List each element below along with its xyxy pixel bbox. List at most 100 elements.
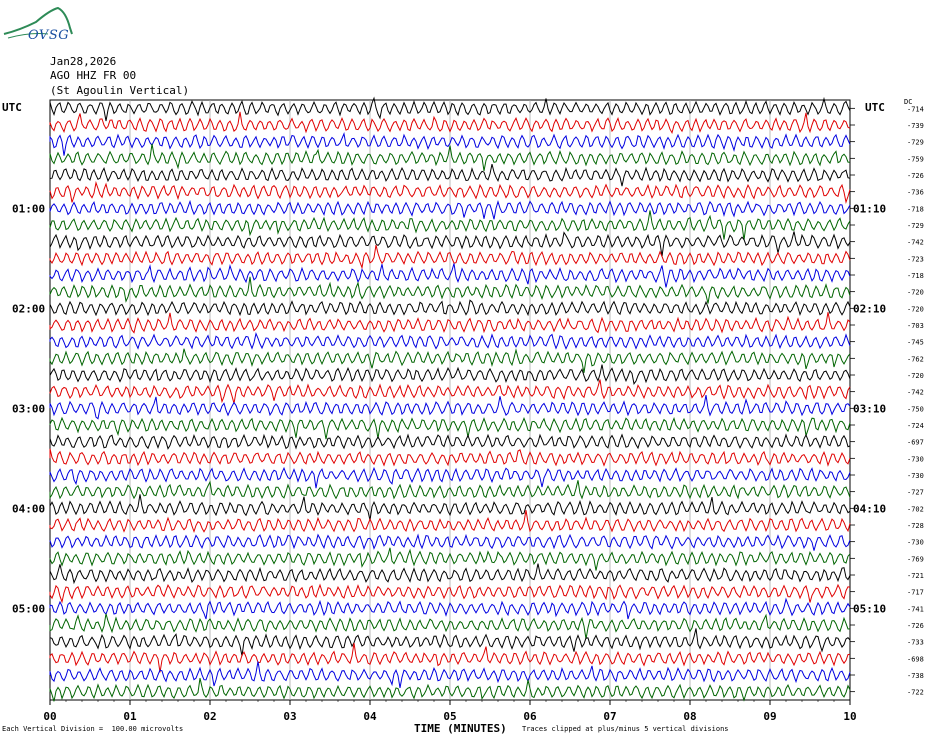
trace-line bbox=[49, 395, 851, 420]
trace-line bbox=[49, 416, 851, 440]
dc-offset-label: -742 bbox=[907, 239, 924, 247]
dc-offset-label: -702 bbox=[907, 505, 924, 513]
left-time-label: 01:00 bbox=[12, 202, 45, 215]
dc-offset-label: -722 bbox=[907, 689, 924, 697]
trace-line bbox=[49, 111, 851, 134]
x-tick-label: 02 bbox=[203, 710, 216, 723]
x-tick-label: 03 bbox=[283, 710, 296, 723]
plot-date: Jan28,2026 bbox=[50, 55, 117, 68]
trace-line bbox=[49, 312, 851, 334]
right-time-label: 05:10 bbox=[853, 602, 886, 615]
dc-offset-label: -733 bbox=[907, 639, 924, 647]
dc-offset-label: -717 bbox=[907, 589, 924, 597]
trace-line bbox=[49, 433, 851, 450]
trace-line bbox=[49, 677, 851, 702]
dc-offset-label: -720 bbox=[907, 372, 924, 380]
trace-line bbox=[49, 563, 851, 585]
trace-line bbox=[49, 613, 851, 639]
dc-offset-label: -739 bbox=[907, 122, 924, 130]
dc-offset-label: -720 bbox=[907, 289, 924, 297]
logo-text: OVSG bbox=[28, 28, 70, 43]
trace-line bbox=[49, 132, 851, 156]
trace-line bbox=[49, 448, 851, 467]
dc-label: DC bbox=[904, 98, 913, 106]
trace-line bbox=[49, 299, 851, 317]
dc-offset-label: -769 bbox=[907, 555, 924, 563]
trace-line bbox=[49, 643, 851, 673]
x-tick-label: 06 bbox=[523, 710, 537, 723]
dc-offset-label: -720 bbox=[907, 305, 924, 313]
dc-offset-label: -730 bbox=[907, 455, 924, 463]
clipping-note: Traces clipped at plus/minus 5 vertical … bbox=[522, 725, 729, 733]
dc-offset-label: -724 bbox=[907, 422, 924, 430]
dc-offset-label: -745 bbox=[907, 339, 924, 347]
x-tick-label: 10 bbox=[843, 710, 856, 723]
x-tick-label: 04 bbox=[363, 710, 377, 723]
right-time-label: 01:10 bbox=[853, 202, 886, 215]
x-axis-title: TIME (MINUTES) bbox=[414, 722, 507, 735]
trace-line bbox=[49, 480, 851, 500]
dc-offset-label: -723 bbox=[907, 255, 924, 263]
dc-offset-label: -697 bbox=[907, 439, 924, 447]
dc-offset-label: -729 bbox=[907, 222, 924, 230]
vertical-division-note: Each Vertical Division = 100.00 microvol… bbox=[2, 725, 184, 733]
dc-offset-label: -703 bbox=[907, 322, 924, 330]
left-time-label: 02:00 bbox=[12, 302, 45, 315]
left-time-label: 03:00 bbox=[12, 402, 45, 415]
dc-offset-label: -721 bbox=[907, 572, 924, 580]
trace-line bbox=[49, 244, 851, 270]
station-code: AGO HHZ FR 00 bbox=[50, 69, 137, 82]
dc-offset-label: -762 bbox=[907, 355, 924, 363]
dc-offset-label: -738 bbox=[907, 672, 924, 680]
dc-offset-label: -736 bbox=[907, 189, 924, 197]
dc-offset-label: -742 bbox=[907, 389, 924, 397]
trace-line bbox=[49, 276, 851, 304]
x-tick-label: 00 bbox=[43, 710, 56, 723]
dc-offset-label: -718 bbox=[907, 272, 924, 280]
dc-offset-label: -728 bbox=[907, 522, 924, 530]
trace-line bbox=[49, 533, 851, 551]
x-tick-label: 05 bbox=[443, 710, 456, 723]
trace-line bbox=[49, 143, 851, 171]
dc-offset-label: -730 bbox=[907, 472, 924, 480]
x-tick-label: 01 bbox=[123, 710, 137, 723]
dc-offset-label: -759 bbox=[907, 155, 924, 163]
trace-line bbox=[49, 628, 851, 657]
dc-offset-label: -741 bbox=[907, 605, 924, 613]
x-tick-label: 08 bbox=[683, 710, 696, 723]
trace-line bbox=[49, 180, 851, 204]
left-time-label: 05:00 bbox=[12, 602, 45, 615]
right-time-label: 04:10 bbox=[853, 502, 886, 515]
mountain-logo-icon bbox=[3, 6, 73, 39]
trace-line bbox=[49, 348, 851, 373]
trace-line bbox=[49, 331, 851, 350]
dc-offset-label: -726 bbox=[907, 172, 924, 180]
x-tick-label: 07 bbox=[603, 710, 616, 723]
trace-line bbox=[49, 263, 851, 288]
x-tick-label: 09 bbox=[763, 710, 776, 723]
right-time-label: 03:10 bbox=[853, 402, 886, 415]
dc-offset-label: -718 bbox=[907, 205, 924, 213]
trace-line bbox=[49, 583, 851, 604]
dc-offset-label: -714 bbox=[907, 105, 924, 113]
left-time-label: 04:00 bbox=[12, 502, 45, 515]
utc-label-left: UTC bbox=[2, 101, 22, 114]
dc-offset-label: -698 bbox=[907, 655, 924, 663]
dc-offset-label: -726 bbox=[907, 622, 924, 630]
trace-line bbox=[49, 364, 851, 386]
trace-line bbox=[49, 163, 851, 187]
trace-line bbox=[49, 597, 851, 620]
trace-line bbox=[49, 199, 851, 220]
trace-line bbox=[49, 231, 851, 257]
station-name: (St Agoulin Vertical) bbox=[50, 84, 190, 97]
ovsg-logo: OVSG bbox=[0, 2, 90, 43]
trace-line bbox=[49, 379, 851, 404]
dc-offset-label: -727 bbox=[907, 489, 924, 497]
dc-offset-label: -750 bbox=[907, 405, 924, 413]
trace-line bbox=[49, 96, 851, 122]
trace-line bbox=[49, 510, 851, 534]
trace-line bbox=[49, 547, 851, 571]
trace-line bbox=[49, 466, 851, 489]
dc-offset-label: -729 bbox=[907, 139, 924, 147]
